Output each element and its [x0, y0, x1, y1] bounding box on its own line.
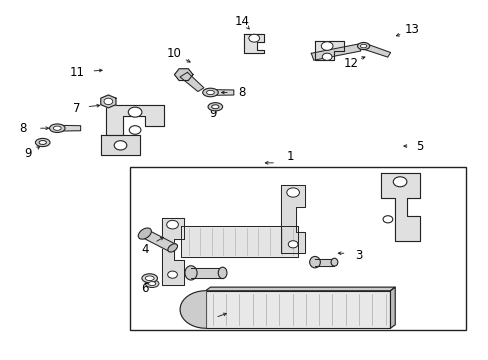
- Polygon shape: [314, 258, 334, 266]
- Text: 11: 11: [69, 66, 84, 79]
- Polygon shape: [281, 185, 305, 253]
- Text: 4: 4: [141, 243, 148, 256]
- Text: 3: 3: [354, 248, 362, 261]
- Polygon shape: [205, 287, 394, 291]
- Ellipse shape: [49, 124, 65, 132]
- Circle shape: [166, 220, 178, 229]
- Text: 9: 9: [209, 107, 216, 120]
- Polygon shape: [361, 44, 390, 57]
- Text: 2: 2: [199, 318, 206, 331]
- Polygon shape: [162, 217, 183, 285]
- Polygon shape: [141, 230, 176, 251]
- Circle shape: [287, 241, 297, 248]
- Polygon shape: [101, 135, 140, 155]
- Circle shape: [114, 141, 126, 150]
- Text: 8: 8: [238, 86, 245, 99]
- Text: 12: 12: [343, 57, 358, 71]
- Text: 7: 7: [73, 102, 81, 115]
- Polygon shape: [389, 287, 394, 328]
- Ellipse shape: [142, 274, 157, 283]
- Polygon shape: [174, 75, 183, 81]
- Polygon shape: [101, 102, 108, 108]
- Ellipse shape: [148, 282, 156, 285]
- Ellipse shape: [218, 267, 226, 279]
- Polygon shape: [191, 267, 222, 278]
- Text: 10: 10: [166, 47, 181, 60]
- Circle shape: [129, 126, 141, 134]
- Ellipse shape: [138, 228, 151, 239]
- Polygon shape: [174, 69, 183, 75]
- Ellipse shape: [53, 126, 61, 130]
- Ellipse shape: [145, 280, 159, 288]
- Polygon shape: [57, 125, 81, 131]
- Circle shape: [392, 177, 406, 187]
- Polygon shape: [311, 44, 360, 60]
- Circle shape: [128, 107, 142, 117]
- Circle shape: [321, 42, 332, 50]
- Ellipse shape: [167, 244, 177, 252]
- Polygon shape: [108, 95, 116, 102]
- Text: 14: 14: [234, 14, 249, 27]
- Polygon shape: [244, 33, 264, 53]
- Text: 6: 6: [141, 283, 148, 296]
- Polygon shape: [179, 75, 188, 81]
- Polygon shape: [314, 41, 344, 60]
- Polygon shape: [380, 173, 419, 241]
- Ellipse shape: [145, 276, 154, 280]
- Text: 1: 1: [286, 150, 294, 163]
- Text: 5: 5: [415, 140, 422, 153]
- Circle shape: [167, 271, 177, 278]
- Ellipse shape: [360, 44, 366, 48]
- Polygon shape: [108, 102, 116, 108]
- Text: 13: 13: [404, 23, 419, 36]
- Ellipse shape: [206, 90, 214, 95]
- Circle shape: [382, 216, 392, 223]
- Polygon shape: [106, 105, 164, 135]
- Text: 9: 9: [24, 147, 32, 160]
- Bar: [130, 167, 465, 330]
- Ellipse shape: [184, 266, 197, 280]
- Ellipse shape: [39, 140, 46, 144]
- Ellipse shape: [35, 138, 50, 147]
- Polygon shape: [183, 69, 193, 75]
- Polygon shape: [101, 95, 108, 102]
- Circle shape: [104, 98, 113, 105]
- Polygon shape: [179, 69, 188, 75]
- Ellipse shape: [211, 105, 219, 109]
- Text: 8: 8: [20, 122, 27, 135]
- Circle shape: [322, 53, 331, 60]
- Polygon shape: [180, 72, 203, 91]
- Polygon shape: [108, 98, 116, 105]
- Polygon shape: [183, 75, 193, 81]
- Circle shape: [286, 188, 299, 197]
- Polygon shape: [180, 291, 205, 328]
- Circle shape: [248, 34, 259, 42]
- Polygon shape: [101, 98, 108, 105]
- Polygon shape: [181, 226, 297, 257]
- Polygon shape: [210, 90, 233, 95]
- Polygon shape: [205, 291, 389, 328]
- Ellipse shape: [202, 88, 218, 97]
- Ellipse shape: [207, 103, 222, 111]
- Ellipse shape: [330, 258, 337, 266]
- Ellipse shape: [309, 256, 320, 268]
- Ellipse shape: [357, 42, 369, 50]
